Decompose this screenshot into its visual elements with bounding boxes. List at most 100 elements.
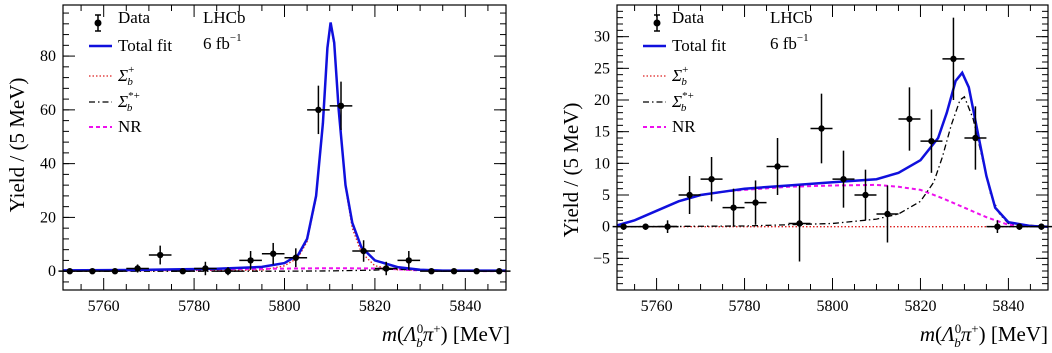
data-point (374, 261, 398, 276)
x-axis-title-unit-right: [MeV] (991, 322, 1048, 346)
data-point (171, 267, 195, 275)
data-point (487, 267, 511, 275)
data-point (103, 267, 127, 275)
curve-total-fit (63, 22, 506, 272)
data-marker (906, 115, 913, 123)
data-point (284, 248, 308, 268)
x-axis-title-mass-right: m (920, 322, 935, 346)
data-marker (224, 267, 232, 275)
y-axis-title-left: Yield / (5 MeV) (5, 78, 29, 213)
legend-label-total-fit-left: Total fit (118, 36, 172, 55)
legend-label-nr-left: NR (118, 117, 142, 136)
data-point (352, 240, 375, 262)
data-marker (642, 223, 649, 230)
x-axis-title-lambda-sub-right: b (954, 335, 961, 350)
x-tick-label: 5780 (178, 298, 210, 315)
luminosity-exponent-left: −1 (230, 32, 242, 44)
data-point (148, 245, 172, 265)
data-marker (928, 137, 935, 145)
data-marker (1016, 223, 1023, 230)
data-point (832, 150, 855, 208)
data-point (744, 180, 767, 225)
data-point (239, 251, 262, 270)
y-tick-label: 30 (594, 29, 610, 46)
plot-frame (62, 4, 507, 291)
luminosity-exponent-right: −1 (797, 32, 809, 44)
data-marker (620, 223, 627, 230)
data-point (678, 176, 701, 214)
data-marker (315, 106, 322, 114)
data-marker (247, 257, 254, 264)
legend-label-data-left: Data (118, 8, 151, 27)
data-marker (111, 267, 119, 275)
y-tick-label: 80 (40, 48, 56, 65)
data-point (898, 87, 921, 151)
y-tick-label: 10 (594, 155, 610, 172)
data-marker (840, 175, 847, 183)
data-marker (752, 199, 759, 206)
data-marker (383, 265, 390, 272)
x-tick-label: 5820 (359, 298, 391, 315)
data-marker (405, 257, 413, 264)
curve-sigma-b (63, 25, 506, 272)
x-tick-label: 5840 (449, 298, 481, 315)
data-marker (66, 267, 73, 275)
data-marker (202, 265, 209, 272)
data-point (442, 267, 466, 275)
data-marker (862, 191, 869, 199)
curves-group (63, 22, 506, 273)
x-axis-title-lambda-left: Λ (402, 322, 417, 346)
curve-nr (617, 183, 1048, 228)
data-marker (686, 191, 693, 199)
x-axis-title-open-left: ( (397, 322, 404, 346)
y-tick-label: 0 (48, 263, 56, 280)
x-axis-title-pion-right: π (961, 322, 972, 346)
plot-frame (616, 4, 1049, 291)
data-marker (360, 247, 367, 255)
data-marker (818, 125, 825, 132)
data-point (420, 267, 443, 275)
data-marker (796, 220, 803, 227)
x-axis-title-lambda-sup-right: 0 (955, 321, 962, 336)
data-marker (89, 267, 96, 275)
data-point (465, 267, 488, 275)
data-marker (337, 102, 345, 110)
data-point (1030, 223, 1052, 230)
legend-sigma-b-star-sup-left: *+ (128, 90, 140, 102)
data-marker (134, 265, 141, 272)
data-point (964, 106, 987, 170)
legend-marker-data-left (94, 14, 102, 32)
legend-left: Data Total fit Σ+ b Σ*+ b NR (89, 8, 172, 136)
experiment-label-left: LHCb (203, 8, 246, 27)
data-point (261, 242, 285, 265)
data-marker (428, 267, 435, 275)
data-point (656, 220, 679, 233)
legend-sigma-b-sup-left: + (128, 64, 134, 76)
x-axis-title-close-right: ) (979, 322, 991, 346)
x-tick-label: 5760 (641, 298, 673, 315)
data-point (920, 109, 943, 173)
curve-total-fit (617, 70, 1048, 228)
legend-label-sigma-b-star-left: Σ*+ b (117, 90, 140, 114)
data-point (81, 267, 104, 275)
data-marker (884, 210, 891, 218)
y-tick-label: 25 (594, 60, 610, 77)
plot-layer-left: 5760 5780 5800 5820 5840 0 20 40 60 80 (40, 4, 511, 315)
data-marker (708, 175, 715, 183)
x-axis-title-mass-left: m (382, 322, 397, 346)
legend-label-data-right: Data (672, 8, 705, 27)
curves-group (617, 70, 1048, 228)
data-point (307, 85, 330, 135)
data-marker (1038, 223, 1045, 230)
data-marker (972, 134, 979, 142)
x-axis-title-left: m(Λ0 bπ+) [MeV] (382, 321, 510, 350)
data-point (986, 220, 1009, 233)
x-tick-label: 5800 (817, 298, 849, 315)
legend-marker-data-right (653, 14, 661, 32)
x-axis-title-open-right: ( (935, 322, 942, 346)
x-axis-title-pion-sup-left: + (433, 321, 440, 336)
x-axis-title-lambda-sup-left: 0 (417, 321, 424, 336)
x-tick-label: 5780 (729, 298, 761, 315)
